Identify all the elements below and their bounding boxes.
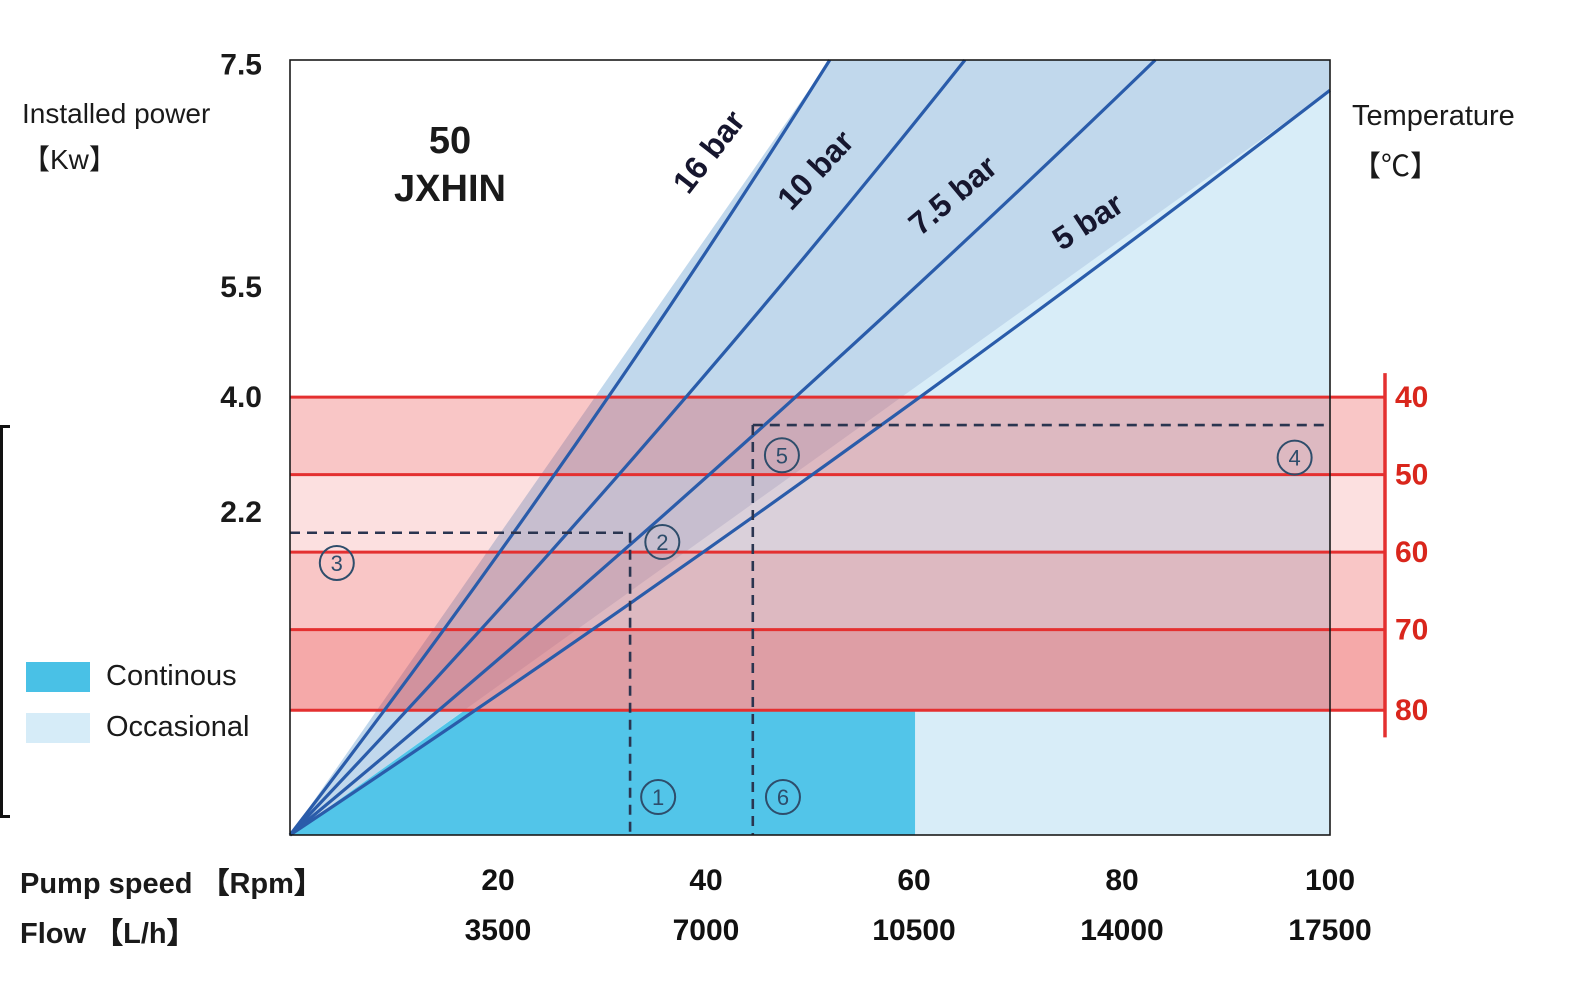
- region-operating-fan: [290, 60, 1330, 835]
- flow-tick-label: 14000: [1080, 914, 1163, 947]
- flow-tick-label: 10500: [872, 914, 955, 947]
- marker-number: 2: [656, 530, 668, 555]
- temp-tick-label: 60: [1395, 536, 1428, 569]
- marker-number: 6: [777, 785, 789, 810]
- marker-circle-4: [1276, 439, 1313, 476]
- temp-axis-unit: 【℃】: [1352, 151, 1440, 183]
- rpm-tick-label: 100: [1305, 864, 1355, 897]
- flow-tick-label: 7000: [673, 914, 740, 947]
- power-tick-label: 4.0: [220, 381, 262, 414]
- legend-label-occasional: Occasional: [106, 711, 250, 743]
- model-name: JXHIN: [394, 168, 506, 210]
- left-axis-unit: 【Kw】: [22, 144, 117, 175]
- flow-axis-label: Flow 【L/h】: [20, 918, 196, 950]
- marker-circle-3: [318, 544, 355, 581]
- left-edge-artifact: [0, 425, 10, 818]
- temp-tick-label: 80: [1395, 694, 1428, 727]
- rpm-tick-label: 60: [897, 864, 930, 897]
- plot-border: [289, 59, 1331, 836]
- marker-circle-2: [644, 524, 681, 561]
- region-occasional: [290, 60, 1330, 835]
- legend: Continous Occasional: [26, 660, 249, 762]
- power-tick-label: 5.5: [220, 271, 262, 304]
- legend-swatch-occasional: [26, 712, 90, 743]
- temp-band-40-50: [290, 397, 1385, 475]
- curve-label: 16 bar: [665, 103, 751, 199]
- marker-number: 1: [652, 785, 664, 810]
- power-tick-label: 2.2: [220, 496, 262, 529]
- marker-number: 5: [776, 443, 788, 468]
- rpm-tick-label: 80: [1105, 864, 1138, 897]
- marker-circle-6: [764, 779, 801, 816]
- curve-7.5 bar: [288, 58, 1157, 837]
- rpm-tick-label: 20: [481, 864, 514, 897]
- legend-swatch-continuous: [26, 661, 90, 692]
- left-axis-title: Installed power: [22, 98, 211, 129]
- temp-tick-label: 40: [1395, 381, 1428, 414]
- temp-tick-label: 70: [1395, 614, 1428, 647]
- curve-16 bar: [288, 59, 832, 836]
- temp-band-70-80: [290, 629, 1385, 711]
- region-continuous: [290, 710, 916, 835]
- curve-10 bar: [288, 59, 967, 837]
- rpm-tick-label: 40: [689, 864, 722, 897]
- marker-circle-5: [763, 437, 800, 474]
- legend-row-occasional: Occasional: [26, 711, 249, 744]
- curve-5 bar: [289, 88, 1331, 837]
- flow-tick-label: 17500: [1288, 914, 1371, 947]
- marker-circle-1: [640, 779, 677, 816]
- legend-row-continuous: Continous: [26, 660, 249, 693]
- power-tick-label: 7.5: [220, 49, 262, 82]
- pump-speed-axis-label: Pump speed 【Rpm】: [20, 868, 323, 900]
- legend-label-continuous: Continous: [106, 660, 237, 692]
- temp-axis-title: Temperature: [1352, 100, 1515, 132]
- temp-band-50-60: [290, 474, 1385, 553]
- marker-number: 4: [1289, 446, 1301, 471]
- temp-tick-label: 50: [1395, 459, 1428, 492]
- model-number: 50: [428, 120, 472, 162]
- flow-tick-label: 3500: [465, 914, 532, 947]
- marker-number: 3: [331, 551, 343, 576]
